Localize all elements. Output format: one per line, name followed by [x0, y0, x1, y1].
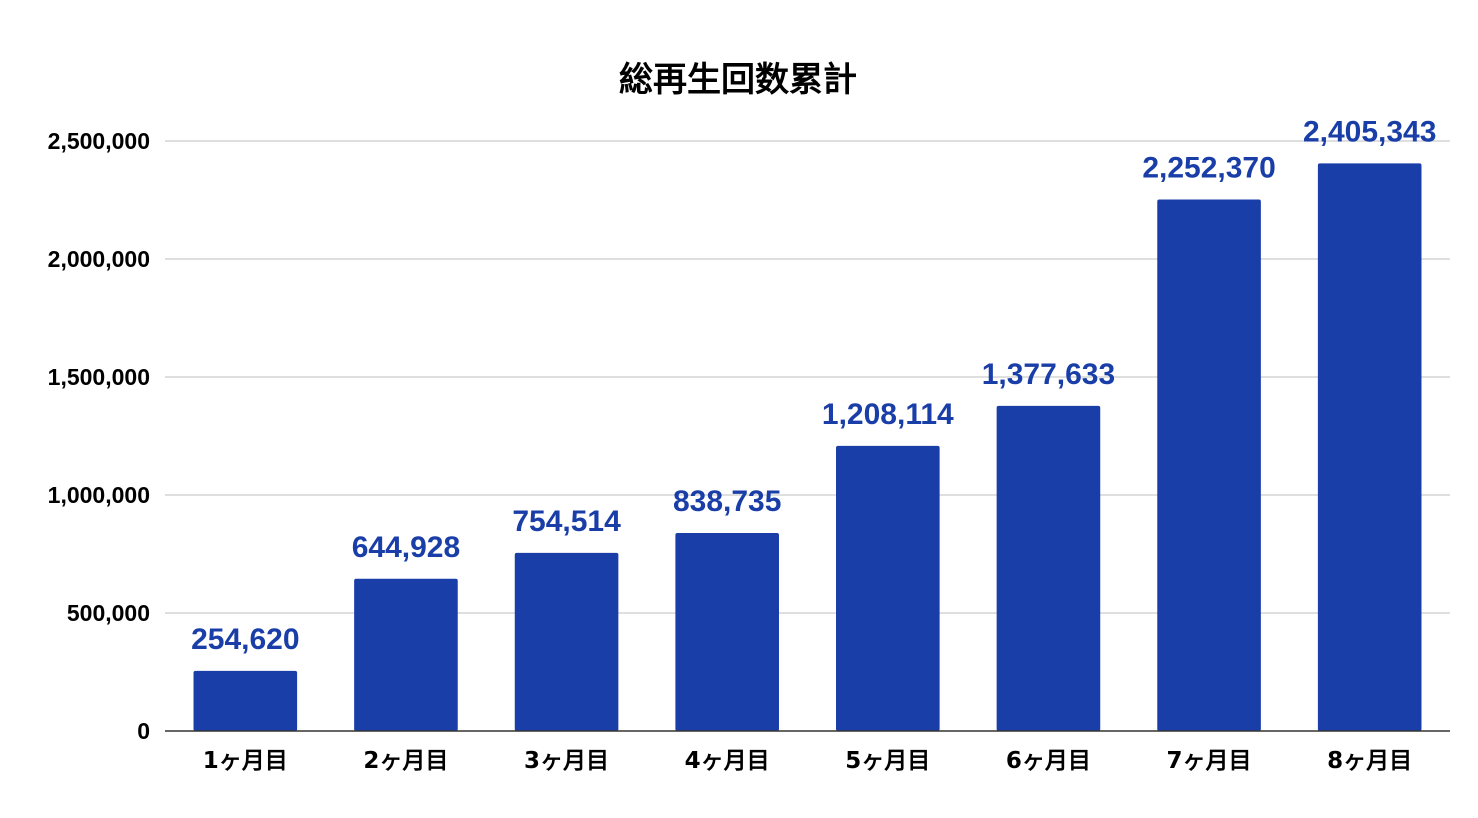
bar	[354, 578, 458, 731]
data-labels: 254,620 644,928 754,514 838,735 1,208,114 1,3…	[191, 115, 1436, 656]
y-tick-label: 2,500,000	[48, 128, 150, 154]
x-tick-label: 3ヶ月目	[524, 748, 609, 774]
x-tick-label: 8ヶ月目	[1327, 748, 1412, 774]
data-label: 644,928	[352, 531, 460, 564]
data-label: 838,735	[673, 485, 781, 518]
bar	[836, 445, 940, 731]
x-tick-label: 6ヶ月目	[1006, 748, 1091, 774]
bar	[675, 533, 779, 731]
x-tick-label: 2ヶ月目	[363, 748, 448, 774]
bar	[1157, 199, 1261, 731]
bar	[514, 552, 619, 731]
data-label: 2,405,343	[1303, 115, 1436, 148]
x-tick-label: 1ヶ月目	[203, 748, 288, 774]
y-tick-label: 2,000,000	[48, 246, 150, 272]
data-label: 1,377,633	[982, 358, 1115, 391]
y-tick-label: 0	[137, 718, 150, 744]
bars	[193, 163, 1422, 731]
x-tick-label: 7ヶ月目	[1167, 748, 1252, 774]
data-label: 2,252,370	[1142, 151, 1275, 184]
data-label: 254,620	[191, 623, 299, 656]
bar	[193, 670, 298, 731]
bar	[1317, 163, 1422, 731]
chart-title: 総再生回数累計	[619, 60, 857, 100]
x-tick-label: 4ヶ月目	[685, 748, 770, 774]
x-axis-ticks: 1ヶ月目 2ヶ月目 3ヶ月目 4ヶ月目 5ヶ月目 6ヶ月目 7ヶ月目 8ヶ月目	[203, 748, 1412, 774]
x-tick-label: 5ヶ月目	[845, 748, 930, 774]
data-label: 1,208,114	[822, 398, 954, 431]
y-tick-label: 1,000,000	[48, 482, 150, 508]
y-tick-label: 1,500,000	[48, 364, 150, 390]
y-tick-label: 500,000	[67, 600, 150, 626]
bar	[996, 405, 1101, 731]
data-label: 754,514	[512, 505, 621, 538]
y-axis-ticks: 0 500,000 1,000,000 1,500,000 2,000,000 2,500…	[48, 128, 150, 744]
